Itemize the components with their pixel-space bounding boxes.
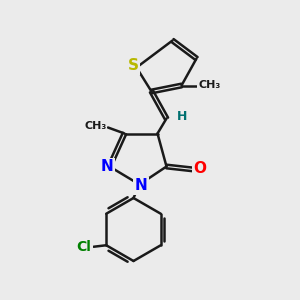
Text: H: H xyxy=(177,110,187,124)
Text: N: N xyxy=(101,159,113,174)
Text: CH₃: CH₃ xyxy=(198,80,220,91)
Text: Cl: Cl xyxy=(76,240,92,254)
Text: O: O xyxy=(194,160,207,175)
Text: CH₃: CH₃ xyxy=(84,121,106,131)
Text: N: N xyxy=(135,178,147,194)
Text: S: S xyxy=(128,58,138,74)
